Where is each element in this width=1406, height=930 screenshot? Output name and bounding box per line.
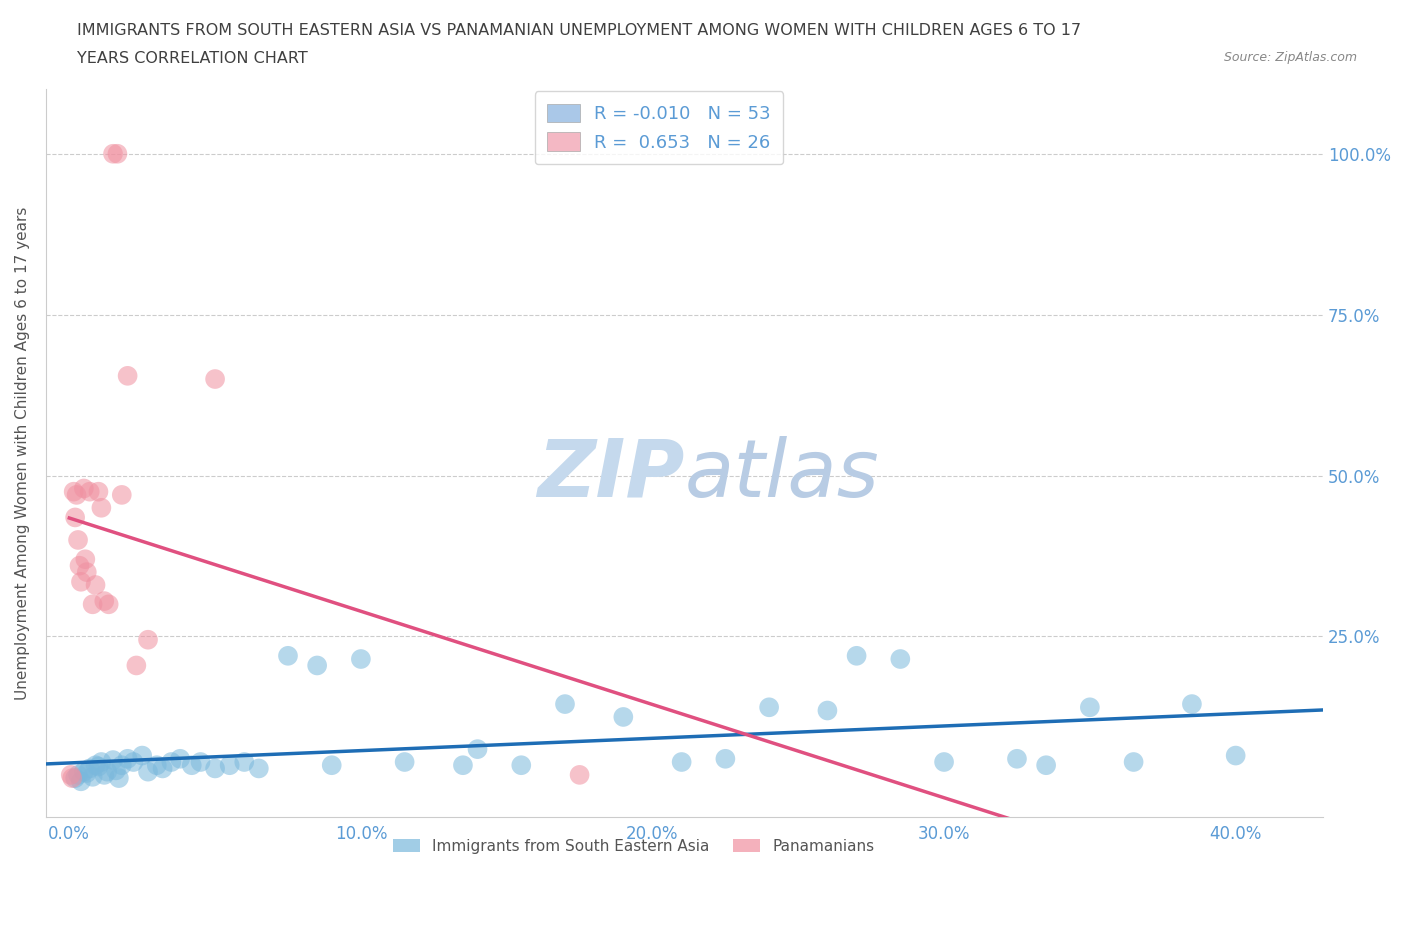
Point — [79, 485, 101, 499]
Point — [1078, 700, 1101, 715]
Point — [101, 146, 124, 161]
Point — [131, 748, 153, 763]
Point — [76, 765, 98, 780]
Point — [1225, 748, 1247, 763]
Point — [160, 754, 183, 769]
Point — [117, 368, 139, 383]
Point — [60, 771, 83, 786]
Point — [394, 754, 416, 769]
Point — [70, 774, 93, 789]
Point — [845, 648, 868, 663]
Point — [59, 767, 82, 782]
Point — [73, 481, 96, 496]
Point — [107, 146, 129, 161]
Point — [152, 761, 174, 776]
Point — [714, 751, 737, 766]
Point — [84, 758, 107, 773]
Point — [307, 658, 329, 673]
Point — [65, 487, 87, 502]
Point — [204, 372, 226, 387]
Point — [90, 500, 112, 515]
Point — [93, 593, 115, 608]
Point — [73, 764, 96, 779]
Point — [87, 485, 110, 499]
Point — [62, 485, 84, 499]
Point — [82, 597, 104, 612]
Point — [97, 597, 120, 612]
Point — [350, 652, 373, 667]
Point — [190, 754, 212, 769]
Point — [111, 758, 134, 773]
Text: YEARS CORRELATION CHART: YEARS CORRELATION CHART — [77, 51, 308, 66]
Point — [117, 751, 139, 766]
Point — [108, 771, 131, 786]
Point — [889, 652, 911, 667]
Point — [451, 758, 474, 773]
Point — [79, 761, 101, 776]
Y-axis label: Unemployment Among Women with Children Ages 6 to 17 years: Unemployment Among Women with Children A… — [15, 206, 30, 699]
Point — [467, 742, 489, 757]
Text: ZIP: ZIP — [537, 436, 685, 514]
Text: atlas: atlas — [685, 436, 879, 514]
Point — [125, 658, 148, 673]
Point — [218, 758, 240, 773]
Point — [84, 578, 107, 592]
Point — [277, 648, 299, 663]
Point — [70, 575, 93, 590]
Point — [1005, 751, 1028, 766]
Text: Source: ZipAtlas.com: Source: ZipAtlas.com — [1223, 51, 1357, 64]
Point — [817, 703, 839, 718]
Point — [67, 533, 90, 548]
Point — [104, 763, 127, 777]
Point — [69, 558, 91, 573]
Point — [75, 551, 97, 566]
Point — [87, 759, 110, 774]
Point — [671, 754, 693, 769]
Point — [82, 769, 104, 784]
Text: IMMIGRANTS FROM SOUTH EASTERN ASIA VS PANAMANIAN UNEMPLOYMENT AMONG WOMEN WITH C: IMMIGRANTS FROM SOUTH EASTERN ASIA VS PA… — [77, 23, 1081, 38]
Point — [63, 771, 86, 786]
Point — [1035, 758, 1057, 773]
Point — [510, 758, 533, 773]
Point — [612, 710, 634, 724]
Point — [321, 758, 343, 773]
Point — [146, 758, 169, 773]
Point — [76, 565, 98, 579]
Point — [169, 751, 191, 766]
Point — [90, 754, 112, 769]
Point — [758, 700, 780, 715]
Point — [122, 754, 145, 769]
Point — [96, 764, 118, 779]
Point — [204, 761, 226, 776]
Point — [932, 754, 955, 769]
Point — [67, 767, 90, 782]
Point — [111, 487, 134, 502]
Point — [180, 758, 202, 773]
Point — [554, 697, 576, 711]
Point — [63, 510, 86, 525]
Point — [136, 764, 159, 779]
Point — [136, 632, 159, 647]
Point — [101, 752, 124, 767]
Point — [247, 761, 270, 776]
Point — [1122, 754, 1144, 769]
Point — [1181, 697, 1204, 711]
Legend: Immigrants from South Eastern Asia, Panamanians: Immigrants from South Eastern Asia, Pana… — [387, 832, 880, 860]
Point — [568, 767, 591, 782]
Point — [93, 767, 115, 782]
Point — [233, 754, 256, 769]
